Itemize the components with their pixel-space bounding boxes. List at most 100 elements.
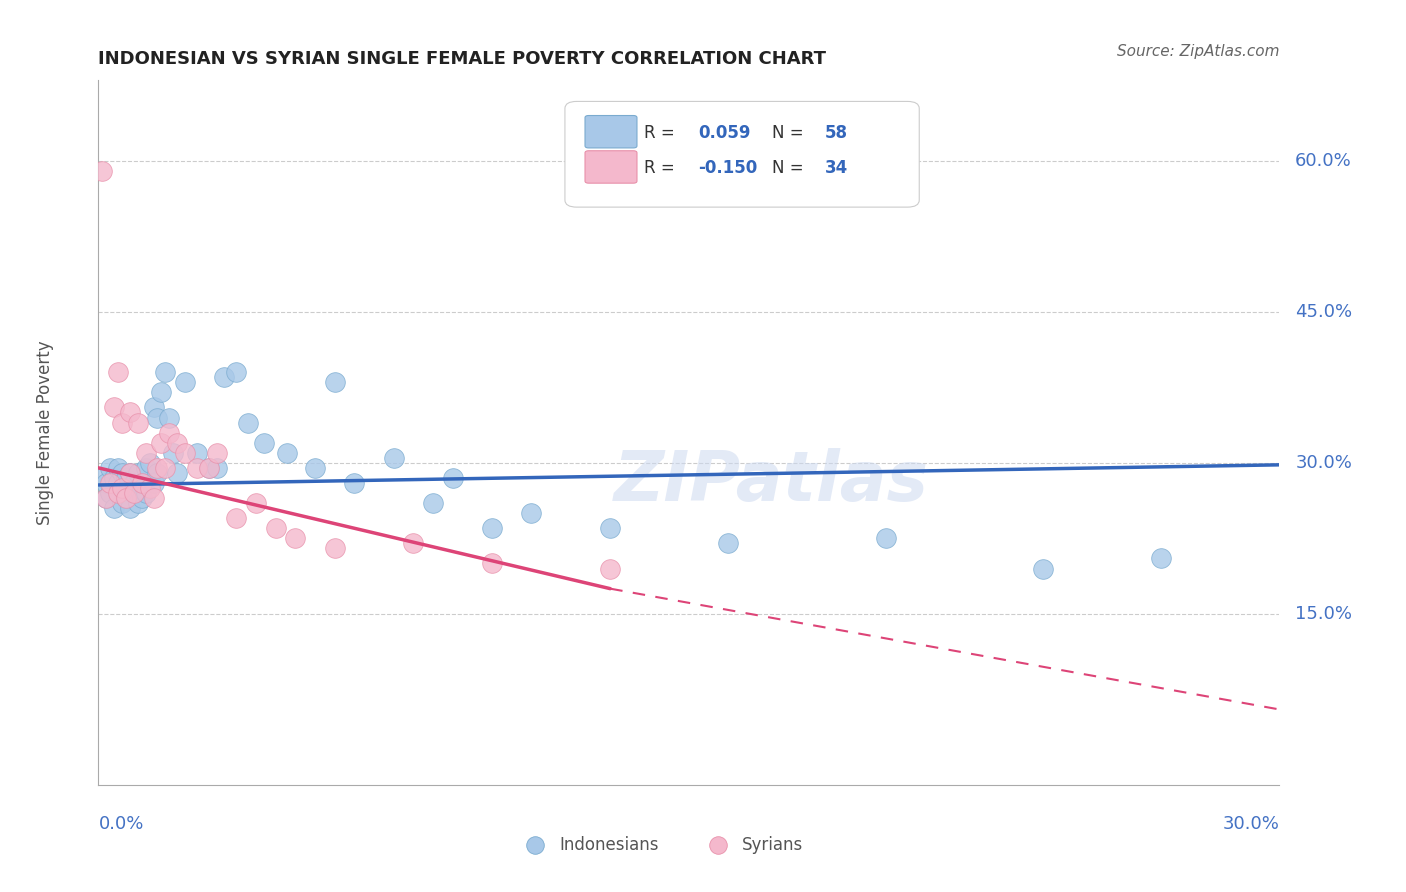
Point: [422, 496, 444, 510]
Text: 0.059: 0.059: [699, 124, 751, 142]
Text: 30.0%: 30.0%: [1223, 815, 1279, 833]
Point: [135, 446, 157, 460]
Point: [127, 481, 149, 495]
Text: Source: ZipAtlas.com: Source: ZipAtlas.com: [1116, 44, 1279, 59]
Point: [118, 466, 141, 480]
Point: [115, 491, 138, 505]
Point: [186, 461, 208, 475]
Point: [135, 461, 157, 475]
Point: [111, 416, 134, 430]
Point: [142, 491, 165, 505]
Point: [138, 456, 160, 470]
Text: INDONESIAN VS SYRIAN SINGLE FEMALE POVERTY CORRELATION CHART: INDONESIAN VS SYRIAN SINGLE FEMALE POVER…: [98, 50, 827, 68]
Point: [236, 416, 259, 430]
Point: [245, 496, 267, 510]
Point: [127, 496, 149, 510]
Text: N =: N =: [772, 160, 808, 178]
Point: [155, 461, 177, 475]
Text: Indonesians: Indonesians: [560, 836, 658, 854]
Point: [150, 385, 173, 400]
Point: [197, 461, 219, 475]
Point: [1150, 551, 1173, 566]
Point: [107, 486, 129, 500]
Point: [103, 501, 125, 516]
Point: [135, 486, 157, 500]
Point: [599, 521, 621, 535]
Point: [205, 446, 228, 460]
Point: [107, 365, 129, 379]
Point: [402, 536, 425, 550]
Point: [253, 435, 276, 450]
Point: [111, 466, 134, 480]
Point: [138, 481, 160, 495]
Text: Single Female Poverty: Single Female Poverty: [37, 341, 55, 524]
Text: R =: R =: [644, 160, 681, 178]
Point: [111, 481, 134, 495]
Text: N =: N =: [772, 124, 808, 142]
Point: [1032, 561, 1054, 575]
Point: [441, 471, 464, 485]
FancyBboxPatch shape: [585, 116, 637, 148]
Point: [98, 461, 121, 475]
Point: [166, 466, 188, 480]
Point: [122, 475, 145, 490]
Point: [127, 466, 149, 480]
Text: 34: 34: [825, 160, 848, 178]
Text: Syrians: Syrians: [742, 836, 803, 854]
Point: [96, 491, 118, 505]
Point: [225, 511, 247, 525]
Point: [284, 532, 307, 546]
FancyBboxPatch shape: [585, 151, 637, 183]
Point: [118, 501, 141, 516]
Point: [122, 486, 145, 500]
Point: [103, 471, 125, 485]
Point: [146, 410, 169, 425]
Point: [205, 461, 228, 475]
Point: [214, 370, 236, 384]
Point: [520, 506, 543, 520]
Point: [599, 561, 621, 575]
Point: [304, 461, 326, 475]
Point: [107, 461, 129, 475]
Point: [481, 557, 503, 571]
Point: [115, 481, 138, 495]
Point: [115, 471, 138, 485]
Point: [174, 446, 197, 460]
Point: [96, 491, 118, 505]
Point: [481, 521, 503, 535]
Point: [122, 486, 145, 500]
Point: [162, 446, 184, 460]
Point: [98, 486, 121, 500]
Point: [142, 475, 165, 490]
Point: [264, 521, 287, 535]
Text: 0.0%: 0.0%: [98, 815, 143, 833]
Point: [142, 401, 165, 415]
Text: 60.0%: 60.0%: [1295, 152, 1353, 169]
Point: [717, 536, 740, 550]
Point: [323, 541, 346, 556]
Text: ZIPatlas: ZIPatlas: [614, 449, 929, 516]
Point: [146, 466, 169, 480]
Point: [276, 446, 298, 460]
FancyBboxPatch shape: [565, 102, 920, 207]
Point: [150, 435, 173, 450]
Text: 30.0%: 30.0%: [1295, 454, 1353, 472]
Point: [131, 475, 153, 490]
Point: [174, 376, 197, 390]
Text: R =: R =: [644, 124, 681, 142]
Text: 15.0%: 15.0%: [1295, 605, 1353, 623]
Point: [875, 532, 897, 546]
Point: [118, 466, 141, 480]
Point: [146, 461, 169, 475]
Point: [91, 164, 114, 178]
Text: 45.0%: 45.0%: [1295, 302, 1353, 321]
Point: [103, 401, 125, 415]
Text: -0.150: -0.150: [699, 160, 758, 178]
Point: [157, 425, 180, 440]
Point: [91, 471, 114, 485]
Point: [157, 410, 180, 425]
Point: [166, 435, 188, 450]
Text: 58: 58: [825, 124, 848, 142]
Point: [343, 475, 366, 490]
Point: [131, 491, 153, 505]
